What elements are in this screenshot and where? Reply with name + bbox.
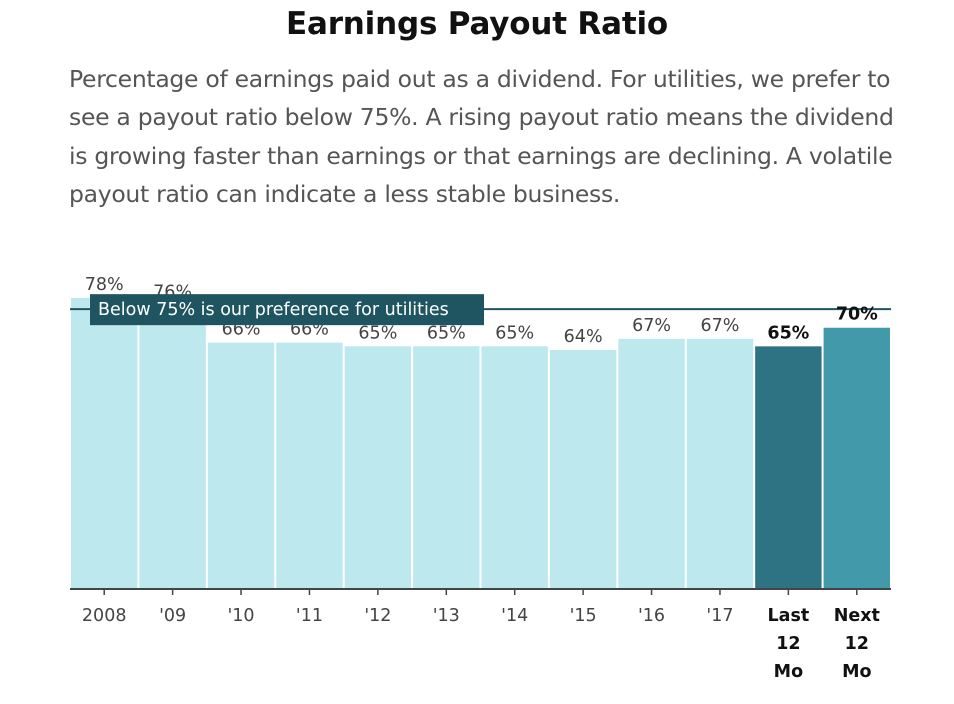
x-tick-label-0: 2008 xyxy=(82,606,127,626)
x-tick-label-6: '14 xyxy=(501,606,528,626)
bar-2 xyxy=(207,342,275,588)
x-tick-label-7: '15 xyxy=(570,606,597,626)
x-tick-label-2: '10 xyxy=(227,606,254,626)
bar-7 xyxy=(549,350,617,588)
bar-10 xyxy=(755,346,822,588)
reference-label-box xyxy=(90,294,484,326)
x-tick-label-9: '17 xyxy=(706,606,733,626)
bar-3 xyxy=(276,342,343,588)
chart-description: Percentage of earnings paid out as a div… xyxy=(69,65,894,208)
value-label-5: 65% xyxy=(427,323,466,343)
x-tick-label-5: '13 xyxy=(433,606,460,626)
value-label-9: 67% xyxy=(701,316,740,336)
value-label-7: 64% xyxy=(564,327,603,347)
bar-11 xyxy=(823,327,890,588)
x-tick-label-11: Next 12 Mo xyxy=(834,606,880,682)
bar-5 xyxy=(413,346,480,588)
bar-1 xyxy=(139,305,206,588)
x-tick-label-4: '12 xyxy=(364,606,391,626)
value-label-6: 65% xyxy=(495,323,534,343)
chart-title: Earnings Payout Ratio xyxy=(286,6,668,42)
value-label-4: 65% xyxy=(358,323,397,343)
bar-4 xyxy=(344,346,412,588)
value-label-8: 67% xyxy=(632,316,671,336)
x-tick-label-8: '16 xyxy=(638,606,665,626)
bar-6 xyxy=(481,346,548,588)
bar-0 xyxy=(71,298,138,588)
x-tick-label-3: '11 xyxy=(296,606,323,626)
reference-label: Below 75% is our preference for utilitie… xyxy=(98,300,449,320)
x-tick-label-10: Last 12 Mo xyxy=(768,606,810,682)
value-label-11: 70% xyxy=(836,305,878,325)
x-tick-label-1: '09 xyxy=(159,606,186,626)
value-label-10: 65% xyxy=(767,323,809,343)
value-label-0: 78% xyxy=(85,275,124,295)
bar-8 xyxy=(618,338,685,588)
bar-9 xyxy=(686,338,754,588)
